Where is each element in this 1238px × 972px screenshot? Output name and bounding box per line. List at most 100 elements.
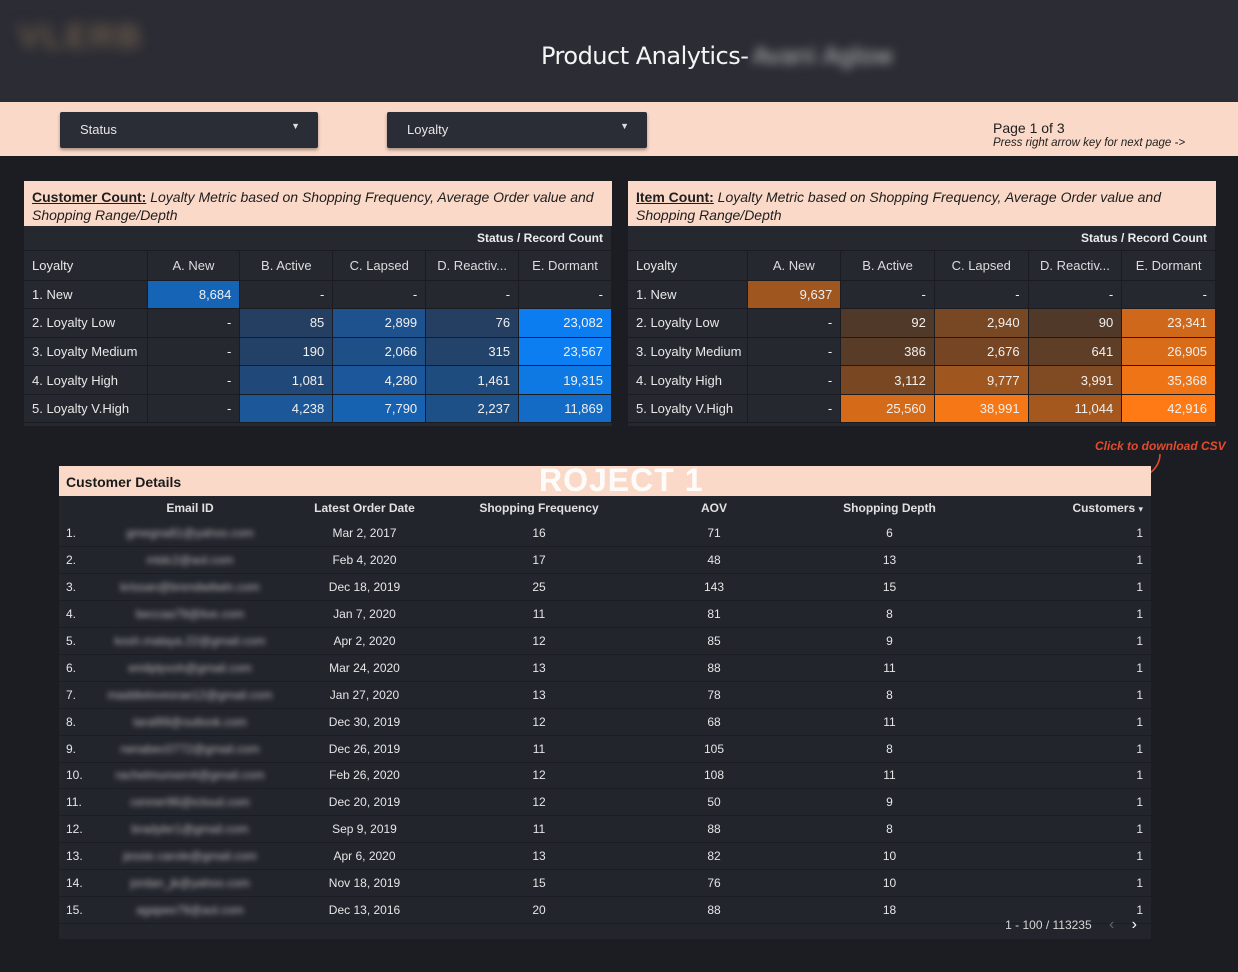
depth-cell: 10 bbox=[798, 869, 981, 897]
status-filter-dropdown[interactable]: Status ▼ bbox=[60, 112, 318, 148]
super-header: Status / Record Count bbox=[24, 226, 612, 251]
pivot-cell: 386 bbox=[840, 337, 935, 367]
row-header: Loyalty bbox=[628, 250, 748, 281]
page-title-text: Product Analytics- bbox=[541, 42, 749, 70]
customers-header-label: Customers bbox=[1072, 501, 1136, 515]
table-row: 8. taral99@outlook.com Dec 30, 2019 12 68 11 1 bbox=[59, 708, 1151, 736]
customer-count-table: Status / Record Count Loyalty A. New B. … bbox=[24, 226, 612, 424]
row-number: 7. bbox=[59, 681, 99, 709]
frequency-cell: 12 bbox=[448, 788, 630, 817]
pivot-cell: 2,237 bbox=[425, 394, 520, 424]
pivot-cell: 25,560 bbox=[840, 394, 935, 424]
pivot-cell: 315 bbox=[425, 337, 520, 367]
row-number: 14. bbox=[59, 869, 99, 897]
pivot-cell: - bbox=[147, 308, 241, 338]
column-header[interactable]: C. Lapsed bbox=[934, 250, 1029, 281]
pagination-range: 1 - 100 / 113235 bbox=[1005, 918, 1092, 932]
pivot-cell: 1,081 bbox=[239, 365, 334, 395]
column-header[interactable]: D. Reactiv... bbox=[1028, 250, 1123, 281]
depth-cell: 18 bbox=[798, 896, 981, 924]
page-number: Page 1 of 3 bbox=[993, 120, 1065, 136]
row-number: 13. bbox=[59, 842, 99, 871]
table-row: 9. rwnabec0772@gmail.com Dec 26, 2019 11 105… bbox=[59, 735, 1151, 763]
order-date-cell: Dec 13, 2016 bbox=[281, 896, 448, 924]
header-bar: VLERB Product Analytics- Avani Aglow bbox=[0, 0, 1238, 102]
email-cell: rwnabec0772@gmail.com bbox=[99, 735, 281, 763]
next-page-icon[interactable]: › bbox=[1131, 916, 1137, 933]
aov-cell: 143 bbox=[630, 573, 798, 602]
column-header-latest-order-date[interactable]: Latest Order Date bbox=[314, 501, 415, 515]
aov-cell: 88 bbox=[630, 654, 798, 682]
row-number: 11. bbox=[59, 788, 99, 817]
table-row: 13. jessie.carole@gmail.com Apr 6, 2020 13 8… bbox=[59, 842, 1151, 871]
depth-cell: 10 bbox=[798, 842, 981, 871]
pivot-cell: 8,684 bbox=[147, 280, 241, 310]
frequency-cell: 12 bbox=[448, 708, 630, 736]
column-header[interactable]: C. Lapsed bbox=[332, 250, 427, 281]
frequency-cell: 20 bbox=[448, 896, 630, 924]
frequency-cell: 12 bbox=[448, 762, 630, 790]
column-header[interactable]: D. Reactiv... bbox=[425, 250, 520, 281]
row-label: 3. Loyalty Medium bbox=[24, 337, 148, 367]
customer-details-table: Customer Details ROJECT 1 Email ID Lates… bbox=[59, 462, 1151, 939]
column-header-email[interactable]: Email ID bbox=[166, 501, 214, 515]
column-header[interactable]: E. Dormant bbox=[1121, 250, 1216, 281]
pivot-cell: - bbox=[425, 280, 520, 310]
column-header-shopping-frequency[interactable]: Shopping Frequency bbox=[479, 501, 599, 515]
table-row: 3. krissan@brendwitwin.com Dec 18, 2019 25 1… bbox=[59, 573, 1151, 602]
customers-cell: 1 bbox=[981, 654, 1151, 682]
column-header[interactable]: A. New bbox=[747, 250, 842, 281]
prev-page-icon[interactable]: ‹ bbox=[1109, 916, 1115, 933]
row-label: 4. Loyalty High bbox=[24, 365, 148, 395]
item-count-table: Status / Record Count Loyalty A. New B. … bbox=[628, 226, 1216, 424]
pivot-cell: 4,238 bbox=[239, 394, 334, 424]
column-header[interactable]: B. Active bbox=[239, 250, 334, 281]
customers-cell: 1 bbox=[981, 520, 1151, 548]
item-count-title-rest: Loyalty Metric based on Shopping Frequen… bbox=[636, 189, 1161, 223]
aov-cell: 48 bbox=[630, 546, 798, 575]
pivot-cell: - bbox=[747, 394, 842, 424]
depth-cell: 11 bbox=[798, 708, 981, 736]
pivot-cell: 3,112 bbox=[840, 365, 935, 395]
column-header[interactable]: B. Active bbox=[840, 250, 935, 281]
column-header[interactable]: A. New bbox=[147, 250, 241, 281]
pivot-cell: - bbox=[147, 394, 241, 424]
order-date-cell: Feb 26, 2020 bbox=[281, 762, 448, 790]
order-date-cell: Mar 24, 2020 bbox=[281, 654, 448, 682]
row-number: 9. bbox=[59, 735, 99, 763]
column-header-customers[interactable]: Customers ▾ bbox=[981, 496, 1151, 520]
column-header-shopping-depth[interactable]: Shopping Depth bbox=[843, 501, 936, 515]
frequency-cell: 11 bbox=[448, 735, 630, 763]
pivot-cell: 9,777 bbox=[934, 365, 1029, 395]
item-count-title-bold: Item Count: bbox=[636, 189, 714, 205]
frequency-cell: 13 bbox=[448, 654, 630, 682]
frequency-cell: 17 bbox=[448, 546, 630, 575]
loyalty-filter-dropdown[interactable]: Loyalty ▼ bbox=[387, 112, 647, 148]
email-cell: agapee79@aol.com bbox=[99, 896, 281, 924]
order-date-cell: Jan 7, 2020 bbox=[281, 600, 448, 629]
email-cell: emilplyvoh@gmail.com bbox=[99, 654, 281, 682]
pivot-cell: 38,991 bbox=[934, 394, 1029, 424]
email-cell: cenner96@icloud.com bbox=[99, 788, 281, 817]
pivot-cell: - bbox=[1028, 280, 1123, 310]
row-label: 1. New bbox=[628, 280, 748, 310]
pivot-row: 4. Loyalty High -1,081 4,280 1,461 19,315 bbox=[24, 365, 612, 395]
column-header-aov[interactable]: AOV bbox=[700, 501, 727, 515]
page-title: Product Analytics- Avani Aglow bbox=[541, 42, 893, 70]
row-label: 2. Loyalty Low bbox=[24, 308, 148, 338]
pivot-cell: 190 bbox=[239, 337, 334, 367]
customers-cell: 1 bbox=[981, 815, 1151, 844]
email-cell: kosh.malaya.22@gmail.com bbox=[99, 627, 281, 655]
column-header[interactable]: E. Dormant bbox=[518, 250, 612, 281]
aov-cell: 78 bbox=[630, 681, 798, 709]
pivot-cell: - bbox=[518, 280, 612, 310]
row-number: 3. bbox=[59, 573, 99, 602]
download-csv-hint[interactable]: Click to download CSV bbox=[1095, 439, 1226, 453]
aov-cell: 88 bbox=[630, 896, 798, 924]
order-date-cell: Dec 18, 2019 bbox=[281, 573, 448, 602]
email-cell: mtdc2@aol.com bbox=[99, 546, 281, 575]
email-cell: maddielovesrae12@gmail.com bbox=[99, 681, 281, 709]
depth-cell: 8 bbox=[798, 600, 981, 629]
table-row: 1. gmegna81@yahoo.com Mar 2, 2017 16 71 6 1 bbox=[59, 520, 1151, 548]
row-number: 4. bbox=[59, 600, 99, 629]
